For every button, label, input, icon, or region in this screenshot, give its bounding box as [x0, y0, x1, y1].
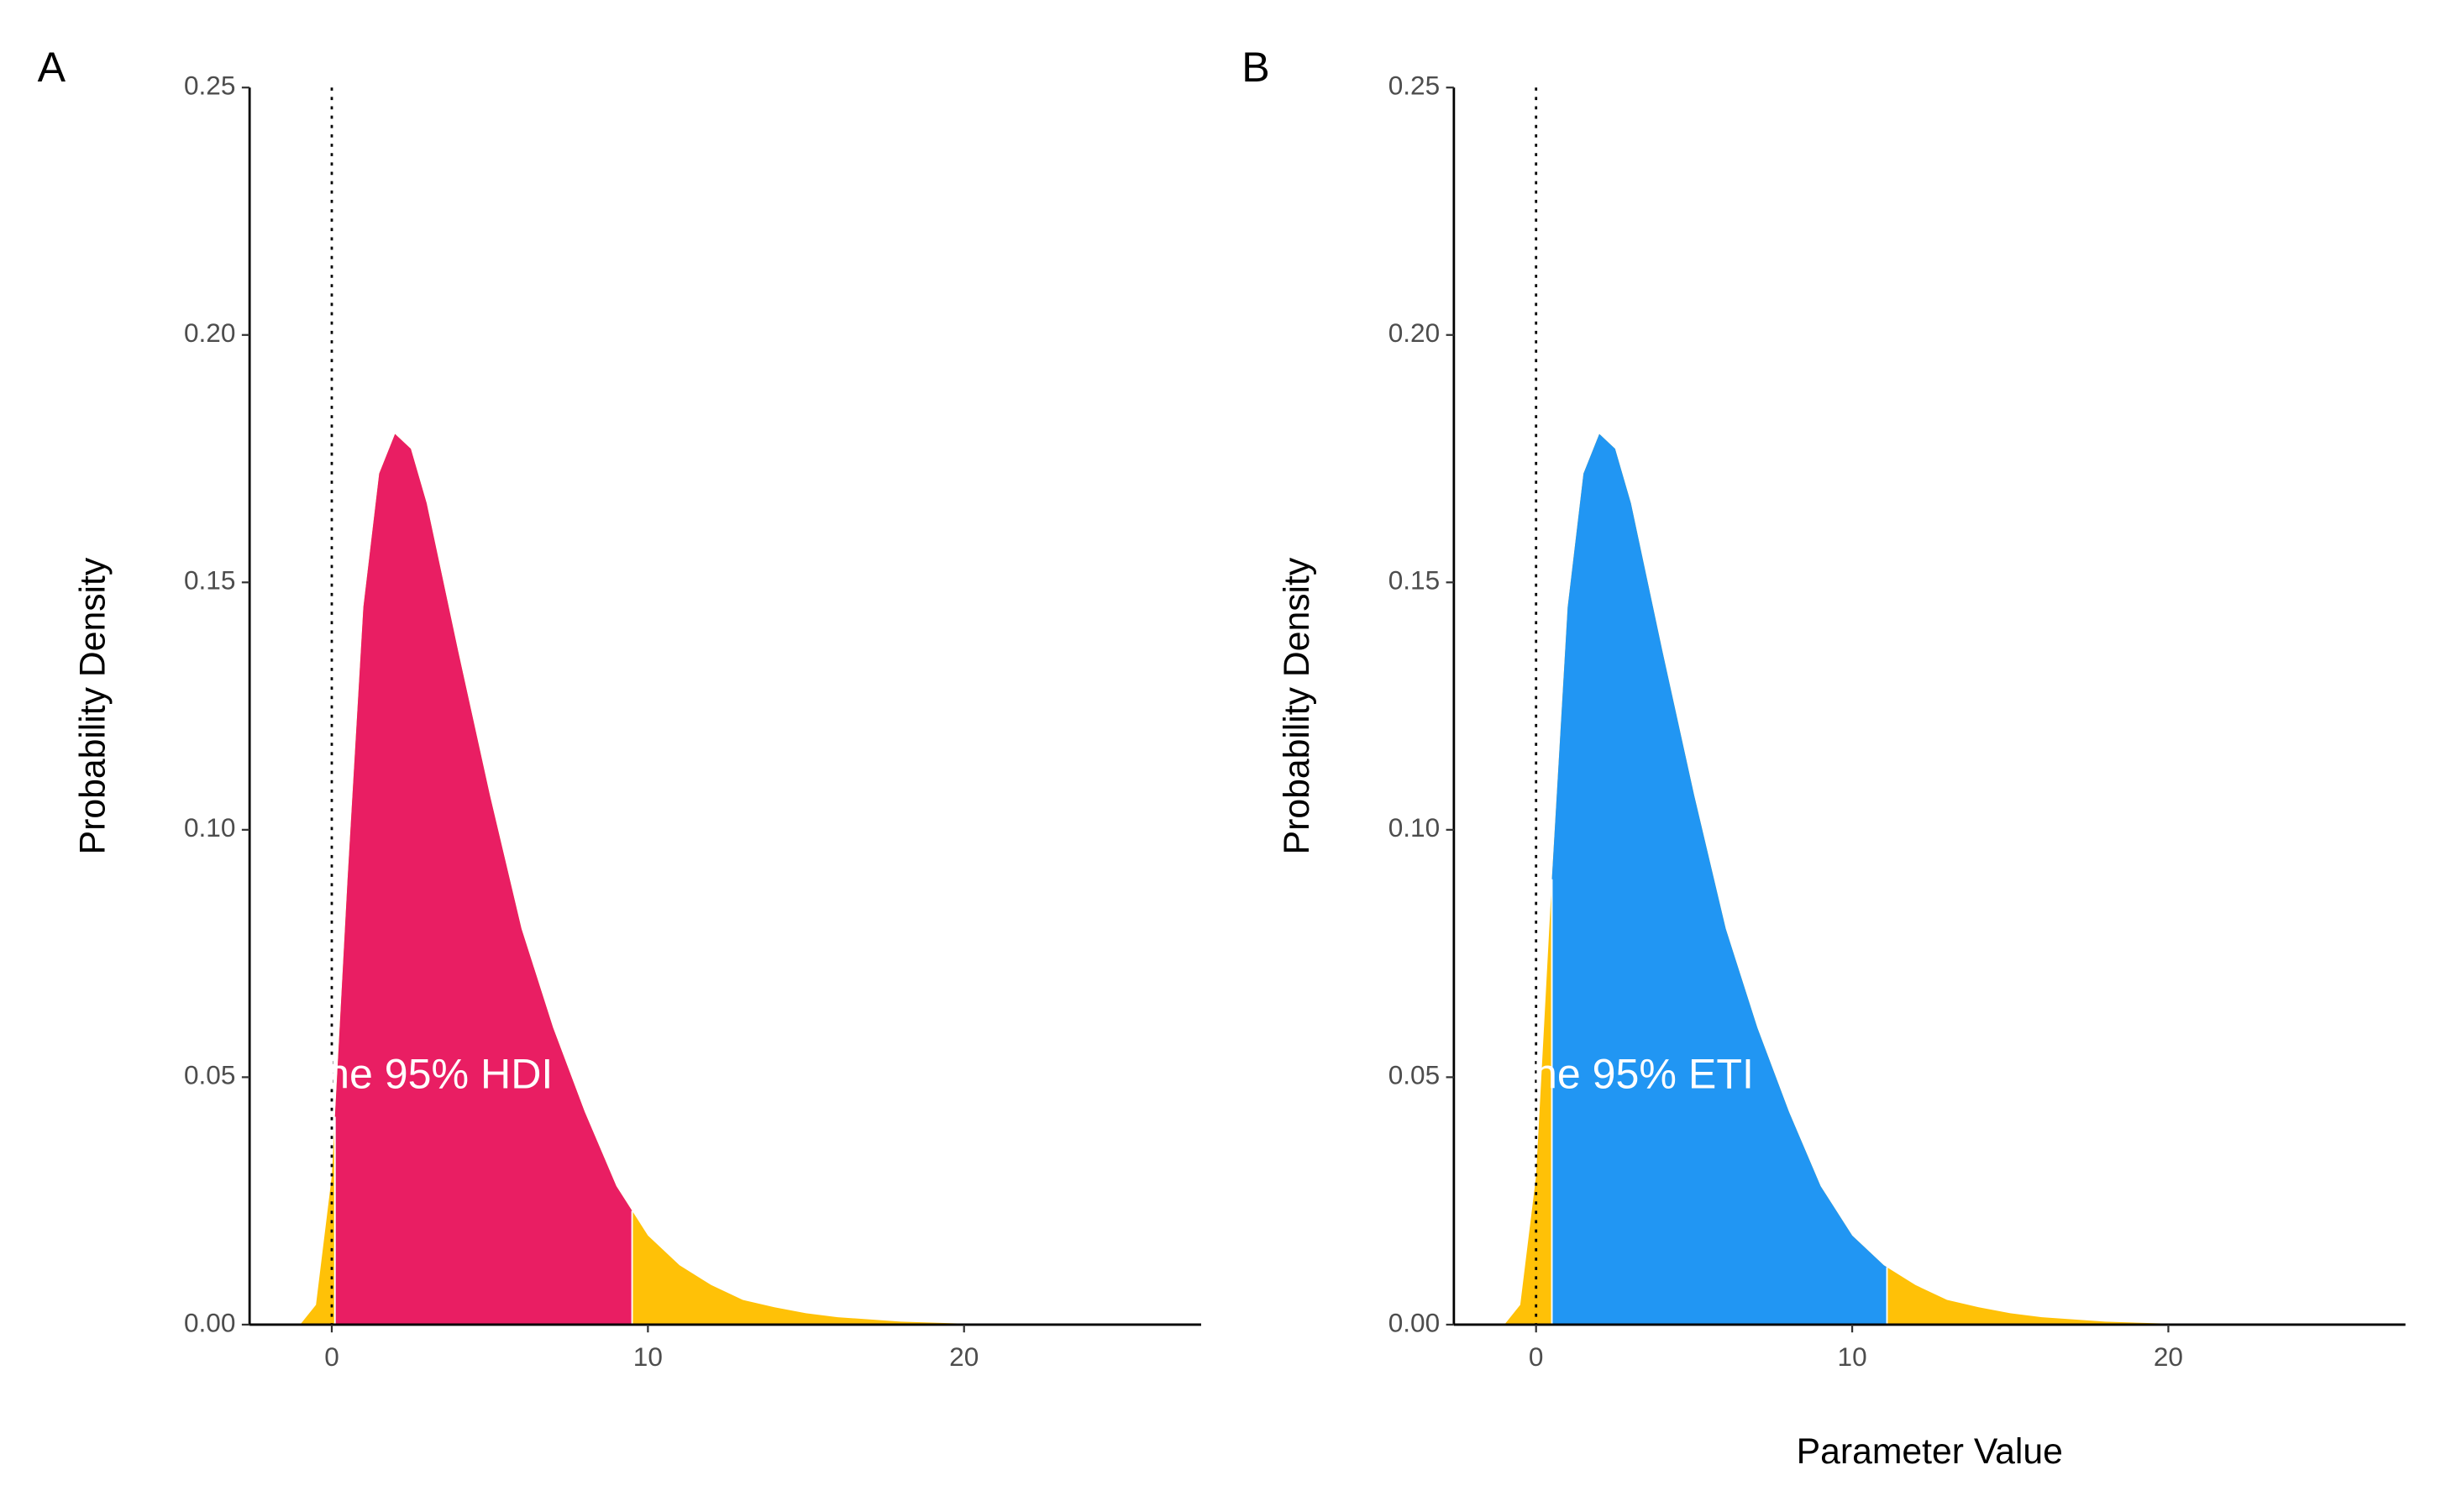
panel: The 95% ETI 0.00 0.05 0.10 0.15 0.20 0.25 0 10 20…	[1241, 44, 2406, 1472]
panel: The 95% HDI 0.00 0.05 0.10 0.15 0.20 0.25 0 10 20…	[38, 44, 1201, 1372]
y-tick-label: 0.05	[1388, 1060, 1440, 1090]
y-tick-label: 0.20	[184, 318, 235, 348]
x-tick-label: 10	[633, 1341, 663, 1372]
x-axis-title: Parameter Value	[1797, 1431, 2063, 1472]
y-tick-label: 0.00	[1388, 1307, 1440, 1337]
y-tick-label: 0.15	[1388, 565, 1440, 596]
x-tick-label: 0	[324, 1341, 339, 1372]
x-tick-label: 20	[2154, 1341, 2183, 1372]
annotation: The 95% HDI	[300, 1051, 553, 1098]
y-tick-label: 0.10	[1388, 812, 1440, 843]
x-tick-label: 20	[949, 1341, 979, 1372]
y-tick-label: 0.25	[184, 71, 235, 101]
y-axis-title: Probability Density	[1277, 557, 1317, 854]
y-axis-title: Probability Density	[72, 557, 113, 854]
panel-label: B	[1241, 44, 1269, 91]
panel-label: A	[38, 44, 66, 91]
y-tick-label: 0.25	[1388, 71, 1440, 101]
x-tick-label: 10	[1838, 1341, 1867, 1372]
y-tick-label: 0.15	[184, 565, 235, 596]
interval-area	[1551, 433, 1887, 1325]
x-tick-label: 0	[1529, 1341, 1544, 1372]
annotation: The 95% ETI	[1508, 1051, 1754, 1098]
y-tick-label: 0.10	[184, 812, 235, 843]
y-tick-label: 0.00	[184, 1307, 235, 1337]
interval-area	[334, 433, 632, 1325]
y-tick-label: 0.05	[184, 1060, 235, 1090]
y-tick-label: 0.20	[1388, 318, 1440, 348]
